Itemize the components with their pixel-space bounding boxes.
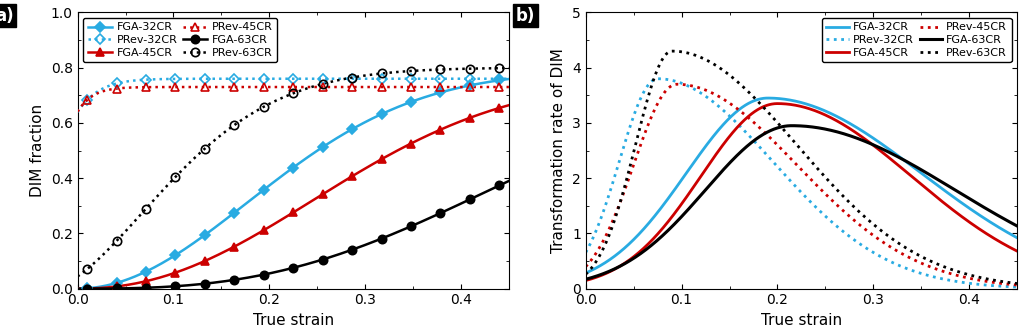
X-axis label: True strain: True strain (253, 313, 334, 328)
PRev-45CR (755, 127, 767, 131)
X-axis label: True strain: True strain (761, 313, 842, 328)
PRev-45CR (671, 82, 683, 86)
PRev-63CR (624, 165, 636, 170)
PRev-63CR (1011, 281, 1023, 285)
Line: FGA-63CR: FGA-63CR (586, 126, 1017, 279)
PRev-45CR (770, 142, 782, 146)
Legend: FGA-32CR, PRev-32CR, FGA-45CR, PRev-45CR, FGA-63CR, PRev-63CR: FGA-32CR, PRev-32CR, FGA-45CR, PRev-45CR… (83, 18, 278, 62)
FGA-63CR (624, 259, 636, 263)
PRev-32CR (916, 272, 929, 276)
PRev-63CR (666, 49, 678, 53)
FGA-45CR (916, 184, 929, 188)
Line: PRev-32CR: PRev-32CR (586, 79, 1017, 287)
FGA-45CR (754, 106, 766, 110)
PRev-45CR (924, 265, 936, 269)
FGA-63CR (785, 124, 798, 128)
Line: PRev-63CR: PRev-63CR (586, 51, 1017, 283)
PRev-32CR (580, 251, 592, 255)
Legend: FGA-32CR, PRev-32CR, FGA-45CR, PRev-45CR, FGA-63CR, PRev-63CR: FGA-32CR, PRev-32CR, FGA-45CR, PRev-45CR… (822, 18, 1012, 62)
PRev-63CR (755, 102, 767, 106)
FGA-32CR (770, 96, 782, 100)
FGA-63CR (916, 169, 929, 173)
FGA-63CR (877, 147, 889, 151)
Line: FGA-45CR: FGA-45CR (586, 104, 1017, 280)
Y-axis label: Transformation rate of DIM: Transformation rate of DIM (552, 48, 566, 253)
FGA-32CR (754, 97, 766, 101)
FGA-32CR (762, 96, 774, 100)
PRev-32CR (651, 77, 664, 81)
FGA-45CR (770, 102, 782, 106)
FGA-63CR (924, 173, 936, 177)
Line: FGA-32CR: FGA-32CR (586, 98, 1017, 273)
FGA-63CR (770, 127, 782, 131)
PRev-32CR (1011, 285, 1023, 289)
PRev-45CR (1011, 283, 1023, 287)
PRev-45CR (580, 265, 592, 269)
FGA-45CR (1011, 249, 1023, 253)
PRev-32CR (624, 125, 636, 129)
FGA-32CR (877, 142, 889, 146)
FGA-45CR (924, 190, 936, 194)
FGA-45CR (580, 278, 592, 282)
Line: PRev-45CR: PRev-45CR (586, 84, 1017, 285)
PRev-45CR (877, 240, 889, 244)
PRev-32CR (770, 163, 782, 167)
FGA-63CR (580, 277, 592, 281)
FGA-32CR (580, 271, 592, 275)
Text: b): b) (516, 7, 536, 25)
PRev-63CR (924, 259, 936, 263)
PRev-63CR (580, 272, 592, 276)
Y-axis label: DIM fraction: DIM fraction (30, 104, 45, 197)
FGA-32CR (624, 241, 636, 245)
FGA-63CR (754, 134, 766, 138)
PRev-63CR (877, 229, 889, 233)
PRev-32CR (877, 256, 889, 260)
PRev-63CR (770, 119, 782, 123)
PRev-32CR (755, 146, 767, 150)
Text: a): a) (0, 7, 13, 25)
FGA-32CR (916, 172, 929, 176)
FGA-32CR (924, 178, 936, 182)
FGA-63CR (1011, 224, 1023, 228)
PRev-45CR (916, 262, 929, 266)
PRev-32CR (924, 274, 936, 278)
PRev-63CR (916, 255, 929, 259)
FGA-32CR (1011, 236, 1023, 240)
PRev-45CR (624, 174, 636, 178)
FGA-45CR (771, 102, 783, 106)
FGA-45CR (877, 150, 889, 154)
FGA-45CR (624, 258, 636, 262)
